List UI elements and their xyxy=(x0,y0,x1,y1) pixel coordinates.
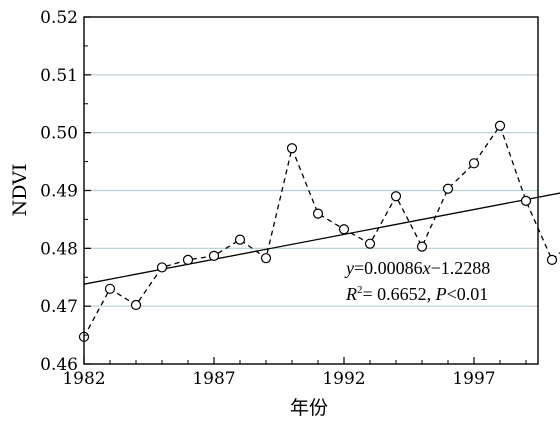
data-point xyxy=(468,158,480,169)
data-point xyxy=(104,283,116,294)
x-tick-label: 1992 xyxy=(322,369,365,389)
series-layer xyxy=(78,120,560,342)
stat-p-var: P xyxy=(435,284,447,304)
y-tick-label: 0.52 xyxy=(40,8,78,28)
stat-p-value: <0.01 xyxy=(447,284,489,304)
x-axis-label: 年份 xyxy=(290,397,328,419)
x-tick-label: 1997 xyxy=(452,369,495,389)
data-point xyxy=(312,208,324,219)
stat-r-var: R xyxy=(345,284,357,304)
stat-r2-value: = 0.6652, xyxy=(363,284,436,304)
data-point xyxy=(494,120,506,131)
y-tick-label: 0.50 xyxy=(40,124,78,144)
data-point xyxy=(234,234,246,245)
x-tick-label: 1982 xyxy=(62,369,105,389)
data-point xyxy=(338,224,350,235)
data-point xyxy=(390,191,402,202)
grid-lines xyxy=(84,74,538,307)
data-point xyxy=(520,195,532,207)
data-point xyxy=(260,253,272,264)
series-dashed-line xyxy=(83,124,560,338)
stat-r-sup: 2 xyxy=(357,284,363,296)
data-point xyxy=(364,238,376,249)
y-tick-label: 0.51 xyxy=(40,66,78,86)
y-tick-label: 0.48 xyxy=(40,239,78,259)
data-point xyxy=(416,241,428,252)
trend-line xyxy=(83,192,560,285)
y-axis-label: NDVI xyxy=(9,164,31,217)
data-point xyxy=(286,143,298,154)
regression-equation: y=0.00086x−1.2288 xyxy=(344,258,490,278)
x-tick-label: 1987 xyxy=(192,369,235,389)
data-point xyxy=(130,299,142,311)
eq-coef: =0.00086 xyxy=(354,258,423,278)
eq-x-var: x xyxy=(422,258,431,278)
data-point xyxy=(208,250,220,261)
data-point xyxy=(546,254,558,265)
y-tick-label: 0.47 xyxy=(40,297,78,317)
data-point xyxy=(182,254,194,265)
eq-intercept: −1.2288 xyxy=(431,258,491,278)
axis-ticks xyxy=(83,16,527,365)
y-tick-label: 0.46 xyxy=(40,355,78,375)
eq-y-var: y xyxy=(344,258,354,278)
data-point xyxy=(156,262,168,273)
y-tick-label: 0.49 xyxy=(40,182,78,202)
y-tick-labels: 0.46 0.47 0.48 0.49 0.50 0.51 0.52 xyxy=(40,8,78,375)
x-tick-labels: 1982198719921997200220072012 xyxy=(62,369,495,389)
regression-stats: R2= 0.6652, P<0.01 xyxy=(345,284,488,304)
data-point xyxy=(442,183,454,194)
trend-line-layer xyxy=(83,192,560,285)
